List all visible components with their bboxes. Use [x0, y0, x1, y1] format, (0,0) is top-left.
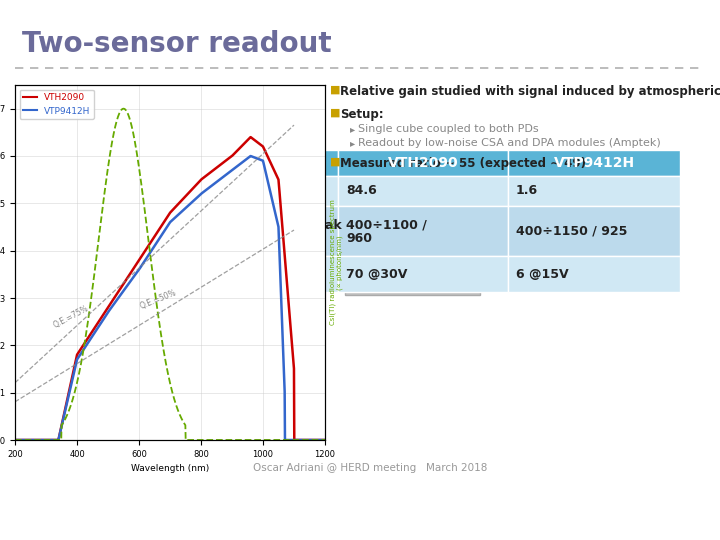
Bar: [338, 256, 508, 292]
VTH2090: [136, 255, 145, 261]
Text: Sp.response range/peak: Sp.response range/peak: [171, 219, 342, 232]
VTH2090: [42, 437, 51, 443]
Text: 400÷1150 / 925: 400÷1150 / 925: [516, 225, 627, 238]
Text: Single cube coupled to both PDs: Single cube coupled to both PDs: [358, 124, 539, 134]
Bar: [338, 150, 508, 176]
Text: 84.6: 84.6: [346, 185, 377, 198]
VTH2090: [253, 139, 261, 145]
Text: ▸: ▸: [350, 124, 355, 134]
Bar: [345, 175, 480, 295]
VTH2090: [320, 437, 329, 443]
VTP9412H: [223, 170, 232, 177]
Bar: [508, 206, 680, 256]
VTH2090: [11, 437, 19, 443]
Text: (pF): (pF): [185, 267, 214, 280]
Text: ■: ■: [330, 157, 341, 167]
Line: VTH2090: VTH2090: [15, 137, 325, 440]
Text: VTH2090: VTH2090: [387, 156, 459, 170]
VTH2090: [246, 134, 255, 140]
Bar: [163, 176, 338, 206]
Text: Readout by low-noise CSA and DPA modules (Amptek): Readout by low-noise CSA and DPA modules…: [358, 138, 661, 148]
Text: 400÷1100 /: 400÷1100 /: [346, 219, 427, 232]
Bar: [163, 256, 338, 292]
Text: 6 @15V: 6 @15V: [516, 267, 569, 280]
VTP9412H: [11, 437, 19, 443]
Text: Active area (mm²): Active area (mm²): [171, 185, 298, 198]
Text: 70 @30V: 70 @30V: [346, 267, 408, 280]
VTP9412H: [253, 155, 261, 161]
Y-axis label: CsI(Tl) radioluminescence spectrum
(∝ photons/nm): CsI(Tl) radioluminescence spectrum (∝ ph…: [329, 200, 343, 326]
Text: ■: ■: [330, 85, 341, 95]
VTP9412H: [147, 247, 156, 254]
Text: Q.E.=75%: Q.E.=75%: [53, 303, 91, 329]
VTH2090: [258, 143, 267, 150]
VTP9412H: [136, 264, 145, 271]
Text: Setup:: Setup:: [340, 108, 384, 121]
Bar: [508, 176, 680, 206]
VTH2090: [223, 156, 232, 163]
VTH2090: [147, 238, 156, 244]
Line: VTP9412H: VTP9412H: [15, 156, 325, 440]
Bar: [508, 150, 680, 176]
Bar: [490, 175, 615, 285]
Text: ■: ■: [330, 108, 341, 118]
Bar: [508, 256, 680, 292]
Text: 1.6: 1.6: [516, 185, 538, 198]
Text: C: C: [171, 267, 180, 280]
Legend: VTH2090, VTP9412H: VTH2090, VTP9412H: [19, 90, 94, 119]
Text: VTP9412H: VTP9412H: [554, 156, 634, 170]
Text: (nm): (nm): [171, 233, 204, 246]
Text: Oscar Adriani @ HERD meeting   March 2018: Oscar Adriani @ HERD meeting March 2018: [253, 463, 487, 473]
Bar: [338, 176, 508, 206]
Text: Two-sensor readout: Two-sensor readout: [22, 30, 332, 58]
VTP9412H: [320, 437, 329, 443]
Text: Q.E.=50%: Q.E.=50%: [139, 288, 178, 311]
Text: 960: 960: [346, 233, 372, 246]
Text: J: J: [179, 273, 182, 281]
Text: ▸: ▸: [350, 138, 355, 148]
VTP9412H: [258, 157, 267, 164]
Bar: [338, 206, 508, 256]
VTP9412H: [42, 437, 51, 443]
Text: Measured ratio ∼ 55 (expected ∼ 49): Measured ratio ∼ 55 (expected ∼ 49): [340, 157, 586, 170]
Polygon shape: [15, 376, 24, 385]
Bar: [163, 150, 338, 176]
Bar: [163, 206, 338, 256]
X-axis label: Wavelength (nm): Wavelength (nm): [131, 464, 209, 473]
Text: Relative gain studied with signal induced by atmospheric muons: Relative gain studied with signal induce…: [340, 85, 720, 98]
VTP9412H: [246, 153, 255, 159]
